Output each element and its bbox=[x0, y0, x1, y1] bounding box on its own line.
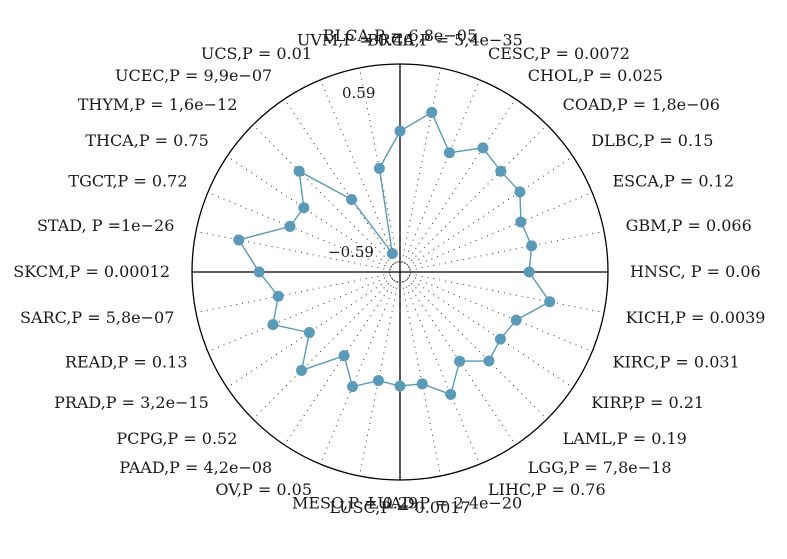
data-point-cesc bbox=[443, 147, 455, 159]
axis-label-lusc: LUSC,P = 0.0017 bbox=[329, 498, 470, 517]
axis-label-esca: ESCA,P = 0.12 bbox=[613, 172, 735, 191]
axis-label-kirc: KIRC,P = 0.031 bbox=[613, 352, 740, 371]
axis-label-cesc: CESC,P = 0.0072 bbox=[488, 44, 630, 63]
axis-label-blca: BLCA,P = 6,8e−05 bbox=[323, 26, 477, 45]
axis-label-skcm: SKCM,P = 0.00012 bbox=[13, 262, 170, 281]
grid-spoke bbox=[252, 278, 394, 420]
points-layer bbox=[233, 106, 556, 400]
axis-label-uvm: UVM,P = 0.46 bbox=[297, 31, 413, 50]
grid-spoke bbox=[207, 275, 391, 353]
axis-label-chol: CHOL,P = 0.025 bbox=[528, 66, 663, 85]
grid-spoke bbox=[409, 191, 593, 269]
grid-spoke bbox=[406, 278, 548, 420]
axis-label-ov: OV,P = 0.05 bbox=[215, 480, 312, 499]
grid-spoke bbox=[401, 67, 442, 263]
axis-label-ucec: UCEC,P = 9,9e−07 bbox=[115, 66, 272, 85]
data-point-skcm bbox=[253, 266, 265, 278]
data-point-lihc bbox=[445, 388, 457, 400]
axis-label-stad: STAD, P =1e−26 bbox=[37, 216, 174, 235]
axis-label-kirp: KIRP,P = 0.21 bbox=[591, 393, 704, 412]
data-point-sarc bbox=[272, 290, 284, 302]
grid-spoke bbox=[405, 98, 516, 264]
axis-label-sarc: SARC,P = 5,8e−07 bbox=[20, 308, 174, 327]
data-point-ucs bbox=[386, 247, 398, 259]
data-point-meso bbox=[372, 375, 384, 387]
grid-spoke bbox=[406, 124, 548, 266]
axis-label-read: READ,P = 0.13 bbox=[65, 352, 188, 371]
grid-spoke bbox=[284, 280, 395, 446]
axis-label-brca: BRCA,P = 5,4e−35 bbox=[367, 31, 523, 50]
grid-spoke bbox=[409, 230, 605, 271]
axis-label-hnsc: HNSC, P = 0.06 bbox=[630, 262, 761, 281]
grid-spoke bbox=[408, 277, 574, 388]
grid-spoke bbox=[408, 156, 574, 267]
data-point-stad bbox=[233, 234, 245, 246]
grid-spoke bbox=[319, 281, 397, 465]
axis-label-prad: PRAD,P = 3,2e−15 bbox=[54, 393, 209, 412]
grid-spoke bbox=[195, 273, 391, 314]
grid-spoke bbox=[403, 79, 481, 263]
data-point-chol bbox=[477, 142, 489, 154]
data-point-brca bbox=[426, 106, 438, 118]
axis-label-kich: KICH,P = 0.0039 bbox=[626, 308, 766, 327]
data-point-prad bbox=[303, 327, 315, 339]
data-point-lusc bbox=[394, 380, 406, 392]
data-point-kich bbox=[544, 296, 556, 308]
axis-label-laml: LAML,P = 0.19 bbox=[563, 429, 687, 448]
data-point-ov bbox=[347, 381, 359, 393]
data-point-uvm bbox=[373, 162, 385, 174]
axis-label-luad: LUAD,P = 2,4e−20 bbox=[368, 494, 523, 513]
axis-label-gbm: GBM,P = 0.066 bbox=[626, 216, 752, 235]
axis-label-tgct: TGCT,P = 0.72 bbox=[68, 172, 187, 191]
axis-label-paad: PAAD,P = 4,2e−08 bbox=[119, 458, 272, 477]
grid-spoke bbox=[403, 281, 481, 465]
data-point-dlbc bbox=[514, 186, 526, 198]
axis-label-meso: MESO,P = 0.29 bbox=[292, 494, 418, 513]
data-point-coad bbox=[495, 165, 507, 177]
data-point-ucec bbox=[346, 194, 358, 206]
data-point-luad bbox=[416, 378, 428, 390]
axis-label-thca: THCA,P = 0.75 bbox=[85, 131, 208, 150]
axis-label-pcpg: PCPG,P = 0.52 bbox=[116, 429, 237, 448]
tick-label-max: 0.59 bbox=[342, 84, 375, 102]
axis-label-coad: COAD,P = 1,8e−06 bbox=[563, 95, 720, 114]
data-point-read bbox=[267, 319, 279, 331]
data-point-lgg bbox=[454, 355, 466, 367]
tick-label-min: −0.59 bbox=[328, 243, 374, 261]
data-point-pcpg bbox=[296, 364, 308, 376]
axis-label-thym: THYM,P = 1,6e−12 bbox=[78, 95, 238, 114]
data-point-laml bbox=[483, 355, 495, 367]
data-point-esca bbox=[515, 216, 527, 228]
data-point-paad bbox=[338, 350, 350, 362]
axis-label-ucs: UCS,P = 0.01 bbox=[201, 44, 312, 63]
data-point-blca bbox=[394, 125, 406, 137]
data-point-thym bbox=[293, 165, 305, 177]
data-point-hnsc bbox=[523, 266, 535, 278]
data-point-kirp bbox=[494, 333, 506, 345]
data-point-thca bbox=[298, 202, 310, 214]
axis-label-dlbc: DLBC,P = 0.15 bbox=[591, 131, 713, 150]
data-point-kirc bbox=[510, 314, 522, 326]
axis-label-lgg: LGG,P = 7,8e−18 bbox=[528, 458, 672, 477]
axis-label-lihc: LIHC,P = 0.76 bbox=[488, 480, 606, 499]
grid-spoke bbox=[409, 273, 605, 314]
data-point-tgct bbox=[284, 220, 296, 232]
data-point-gbm bbox=[526, 240, 538, 252]
grid-spoke bbox=[319, 79, 397, 263]
